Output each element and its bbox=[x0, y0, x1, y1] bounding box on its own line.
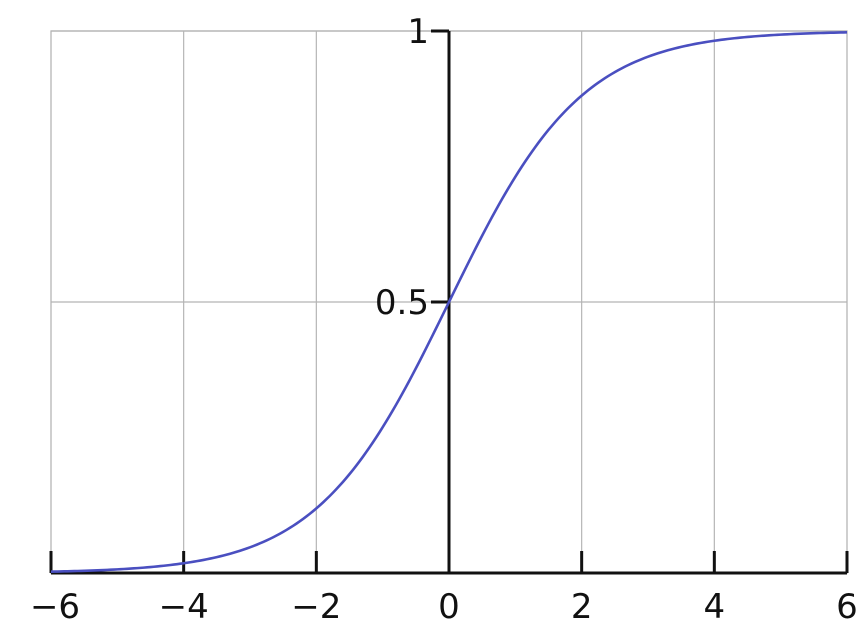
x-tick-label: −4 bbox=[159, 587, 209, 627]
sigmoid-curve bbox=[50, 31, 848, 573]
x-tick-label: 4 bbox=[704, 587, 726, 627]
x-tick-label: 0 bbox=[438, 587, 460, 627]
y-tick-label: 1 bbox=[407, 12, 429, 52]
y-tick-label: 0.5 bbox=[375, 283, 429, 323]
x-tick-label: 6 bbox=[836, 587, 858, 627]
x-tick-label: 2 bbox=[571, 587, 593, 627]
x-tick-label: −2 bbox=[291, 587, 341, 627]
x-tick-label: −6 bbox=[30, 587, 80, 627]
